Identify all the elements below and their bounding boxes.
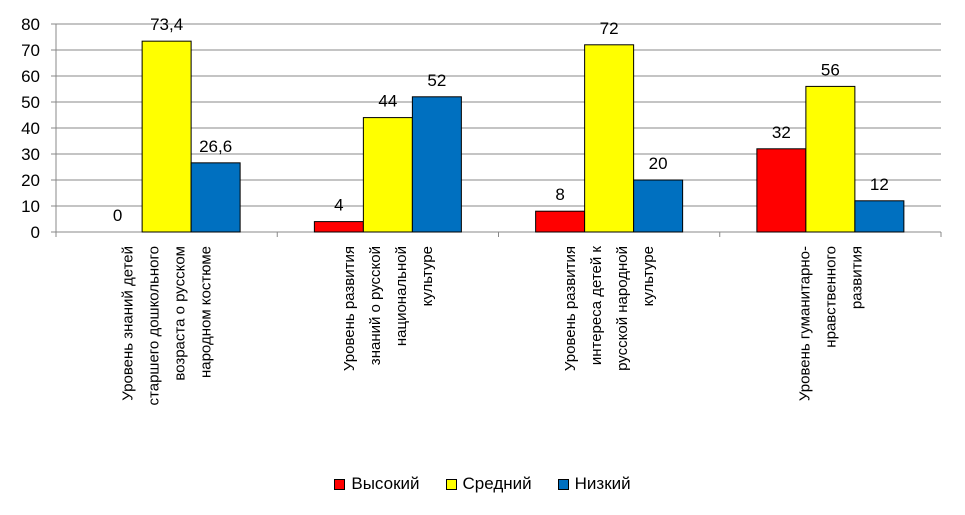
legend-label-high: Высокий bbox=[351, 474, 420, 493]
y-tick-label: 10 bbox=[21, 197, 40, 216]
y-tick-label: 50 bbox=[21, 93, 40, 112]
data-label: 52 bbox=[427, 71, 446, 90]
category-label: культуре bbox=[419, 246, 436, 306]
category-label: национальной bbox=[393, 246, 410, 346]
data-label: 0 bbox=[113, 206, 122, 225]
category-label: Уровень развития bbox=[562, 246, 579, 371]
bar bbox=[411, 96, 462, 233]
data-label: 32 bbox=[772, 123, 791, 142]
y-tick-label: 30 bbox=[21, 145, 40, 164]
legend-swatch-low bbox=[557, 478, 569, 490]
bar bbox=[190, 162, 241, 233]
category-label: знаний о русской bbox=[367, 246, 384, 365]
bar bbox=[854, 200, 905, 233]
bar bbox=[313, 221, 364, 233]
bar bbox=[633, 179, 684, 233]
y-tick-label: 20 bbox=[21, 171, 40, 190]
bar-chart: 0 10 20 30 40 50 60 70 80 0 73,4 26,6 Уровень знаний… bbox=[21, 15, 942, 405]
bar bbox=[141, 40, 192, 233]
legend-label-medium: Средний bbox=[462, 474, 532, 493]
category-label: Уровень гуманитарно- bbox=[796, 246, 813, 401]
category-label: культуре bbox=[640, 246, 657, 306]
category-label: Уровень знаний детей bbox=[120, 246, 137, 401]
category-label: возраста о русском bbox=[172, 246, 189, 381]
category-label: развития bbox=[848, 246, 865, 309]
bar bbox=[805, 85, 856, 233]
category-label: нравственного bbox=[822, 246, 839, 348]
data-label: 73,4 bbox=[150, 15, 183, 34]
category-label: интереса детей к bbox=[588, 246, 605, 366]
data-label: 72 bbox=[600, 19, 619, 38]
data-label: 56 bbox=[821, 60, 840, 79]
legend-swatch-high bbox=[334, 478, 346, 490]
category-label: народном костюме bbox=[198, 246, 215, 378]
legend-label-low: Низкий bbox=[574, 474, 631, 493]
legend-item-medium: Средний bbox=[445, 474, 532, 494]
category-label: русской народной bbox=[614, 246, 631, 371]
legend-swatch-medium bbox=[445, 478, 457, 490]
legend-item-high: Высокий bbox=[334, 474, 420, 494]
data-label: 8 bbox=[555, 185, 564, 204]
legend: Высокий Средний Низкий bbox=[0, 471, 965, 497]
bar bbox=[584, 44, 635, 233]
category-label: Уровень развития bbox=[341, 246, 358, 371]
y-tick-label: 40 bbox=[21, 119, 40, 138]
y-tick-label: 80 bbox=[21, 15, 40, 34]
legend-item-low: Низкий bbox=[557, 474, 631, 494]
bar bbox=[756, 148, 807, 233]
data-label: 20 bbox=[649, 154, 668, 173]
bar bbox=[535, 210, 586, 233]
y-tick-label: 70 bbox=[21, 41, 40, 60]
bar bbox=[362, 117, 413, 233]
data-label: 4 bbox=[334, 196, 343, 215]
data-label: 26,6 bbox=[199, 137, 232, 156]
data-label: 12 bbox=[870, 175, 889, 194]
y-tick-label: 60 bbox=[21, 67, 40, 86]
data-label: 44 bbox=[378, 92, 397, 111]
y-tick-label: 0 bbox=[31, 223, 40, 242]
category-label: старшего дошкольного bbox=[146, 246, 163, 405]
